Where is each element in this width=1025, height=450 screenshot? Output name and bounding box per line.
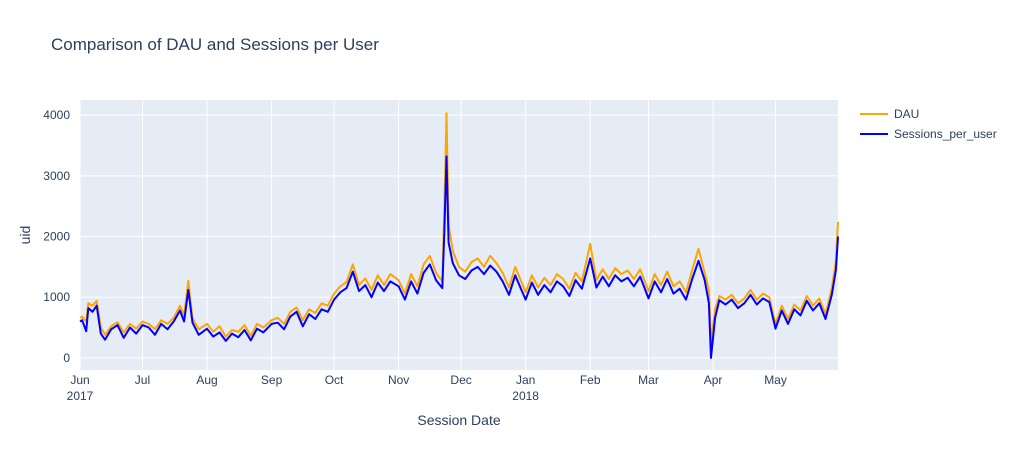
y-axis-ticks: 0 1000 2000 3000 4000 <box>43 108 70 365</box>
legend-label: DAU <box>894 107 919 121</box>
plot-area <box>80 100 838 370</box>
x-tick-label: Apr <box>704 373 723 387</box>
x-tick-label: Aug <box>196 373 217 387</box>
legend-label: Sessions_per_user <box>894 127 997 141</box>
x-tick-label: Sep <box>261 373 283 387</box>
grid <box>79 100 838 370</box>
y-tick-label: 2000 <box>43 230 70 244</box>
x-tick-label: Feb <box>580 373 601 387</box>
series-line-1 <box>79 155 839 359</box>
y-tick-label: 3000 <box>43 169 70 183</box>
y-tick-label: 4000 <box>43 108 70 122</box>
y-tick-label: 0 <box>63 351 70 365</box>
x-tick-label: Oct <box>325 373 344 387</box>
x-tick-label: Dec <box>450 373 471 387</box>
chart-title: Comparison of DAU and Sessions per User <box>51 35 379 54</box>
x-tick-label: May <box>764 373 787 387</box>
x-tick-year-label: 2017 <box>67 389 94 403</box>
x-axis-title: Session Date <box>417 412 500 428</box>
x-tick-label: Jun <box>70 373 89 387</box>
y-tick-label: 1000 <box>43 290 70 304</box>
x-tick-label: Mar <box>638 373 659 387</box>
x-tick-label: Nov <box>388 373 409 387</box>
x-tick-label: Jul <box>135 373 150 387</box>
legend-item[interactable]: Sessions_per_user <box>860 127 997 141</box>
legend-item[interactable]: DAU <box>860 107 919 121</box>
y-axis-title: uid <box>17 226 33 245</box>
x-tick-label: Jan <box>516 373 535 387</box>
series-lines <box>79 112 839 359</box>
x-tick-year-label: 2018 <box>512 389 539 403</box>
legend[interactable]: DAU Sessions_per_user <box>860 107 997 141</box>
x-axis-ticks: Jun 2017 Jul Aug Sep Oct Nov Dec Jan 2018 Feb Mar Ap… <box>67 373 787 403</box>
